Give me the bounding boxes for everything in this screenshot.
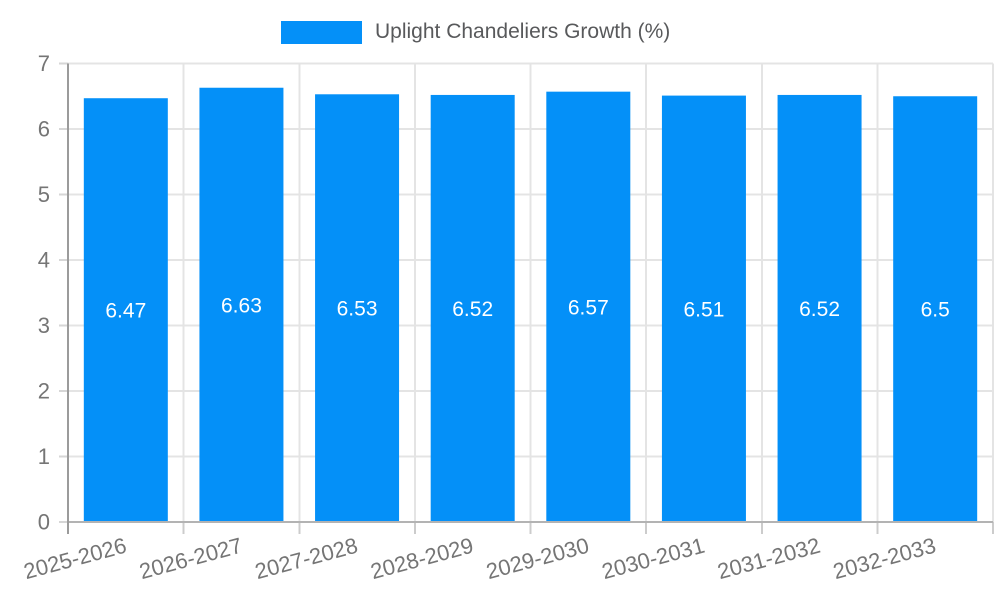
y-tick-label: 3 [38,313,50,338]
x-tick-label: 2032-2033 [830,533,938,584]
x-tick-label: 2030-2031 [599,533,707,584]
legend-swatch [281,20,362,44]
bar-value-label: 6.52 [452,298,493,321]
x-tick-label: 2027-2028 [252,533,360,584]
bar [546,91,631,522]
x-tick-label: 2031-2032 [715,533,823,584]
bar [893,96,978,522]
bar-value-label: 6.5 [921,299,950,322]
y-tick-label: 2 [38,379,50,404]
y-tick-label: 0 [38,510,50,535]
x-tick-label: 2025-2026 [21,533,129,584]
y-tick-label: 7 [38,51,50,76]
x-tick-label: 2029-2030 [484,533,592,584]
legend-label: Uplight Chandeliers Growth (%) [375,20,671,43]
y-tick-label: 1 [38,444,50,469]
bar [199,87,284,523]
bar [315,94,400,522]
bar [661,95,746,522]
bar [83,98,168,522]
y-tick-label: 5 [38,182,50,207]
bar [777,94,862,522]
y-tick-label: 6 [38,117,50,142]
x-tick-label: 2028-2029 [368,533,476,584]
bar-value-label: 6.47 [105,300,146,323]
legend[interactable]: Uplight Chandeliers Growth (%) [281,20,670,44]
bar [430,94,515,522]
x-tick-label: 2026-2027 [137,533,245,584]
bar-value-label: 6.53 [337,298,378,321]
bar-value-label: 6.51 [684,298,725,321]
bar-value-label: 6.52 [799,298,840,321]
bar-value-label: 6.57 [568,296,609,319]
bar-value-label: 6.63 [221,294,262,317]
y-tick-label: 4 [38,248,50,273]
